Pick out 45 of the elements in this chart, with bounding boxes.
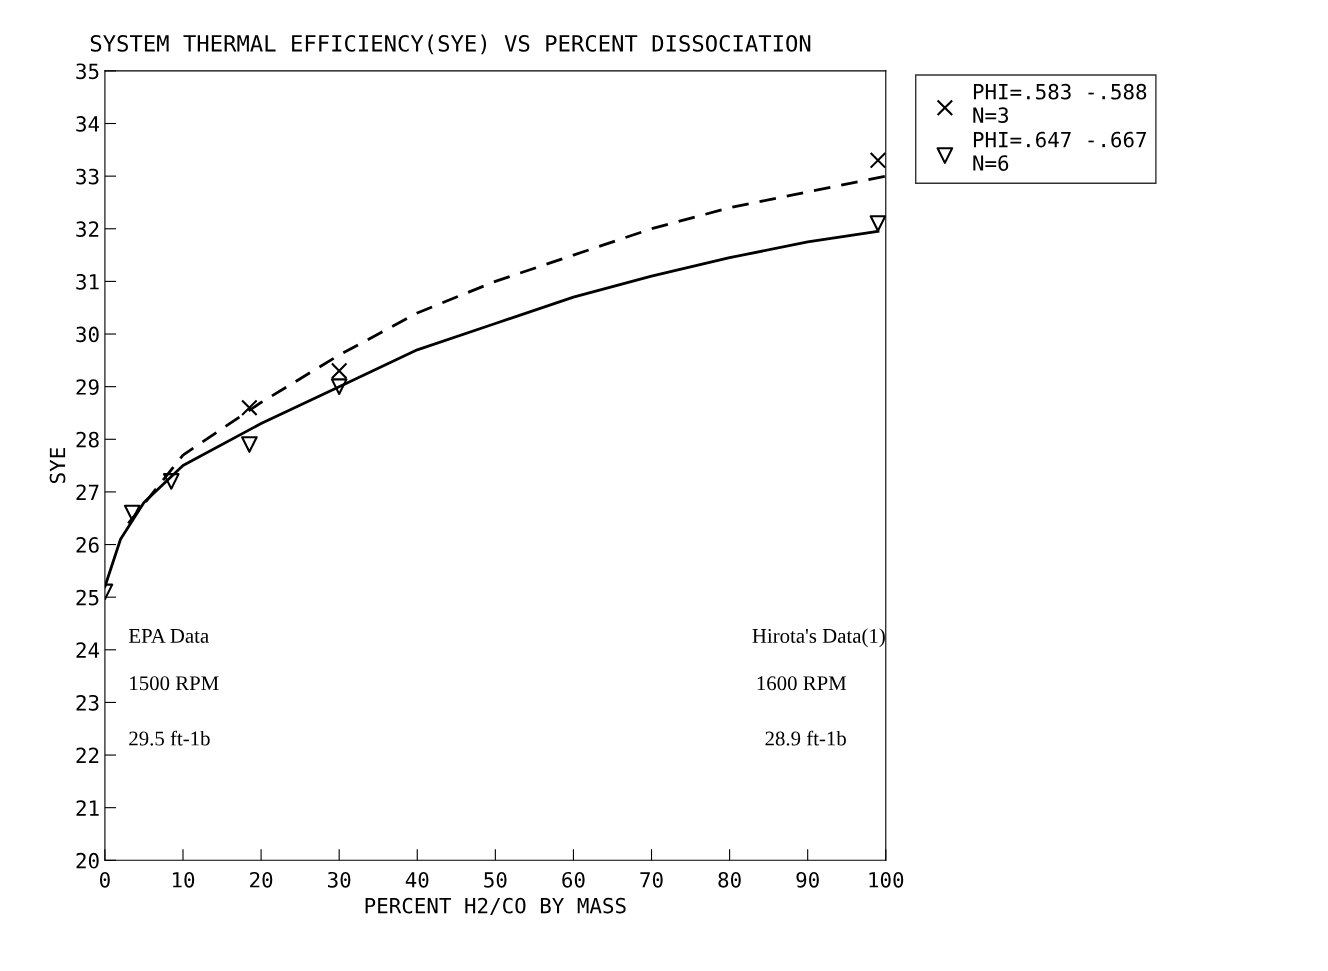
y-tick-label: 22	[76, 747, 99, 764]
point	[241, 436, 258, 453]
y-tick-label: 34	[76, 116, 100, 132]
y-tick-label: 32	[76, 221, 99, 238]
x-tick-label: 70	[640, 871, 663, 888]
y-tick-label: 35	[76, 63, 99, 80]
x-tick-label: 50	[484, 871, 507, 888]
x-tick-label: 90	[796, 871, 819, 888]
y-tick-label: 29	[76, 379, 99, 395]
y-tick-label: 30	[76, 326, 99, 343]
x-tick-label: 60	[562, 871, 585, 888]
y-tick-label: 23	[76, 694, 99, 711]
x-tick-label: 0	[100, 871, 110, 888]
x-axis-title: PERCENT H2/CO BY MASS	[365, 897, 626, 916]
point	[330, 378, 348, 395]
annotation: EPA Data	[128, 628, 209, 643]
y-tick-label: 25	[76, 589, 99, 606]
x-tick-label: 20	[250, 871, 273, 888]
y-tick-label: 26	[76, 537, 99, 553]
point	[869, 215, 886, 232]
x-tick-label: 10	[172, 871, 195, 888]
legend-label: PHI=.583 -.588 N=3	[973, 83, 1147, 124]
y-tick-label: 20	[76, 852, 99, 869]
y-tick-label: 21	[76, 800, 99, 816]
annotation: 1500 RPM	[130, 676, 219, 691]
point	[162, 473, 180, 490]
point	[330, 362, 348, 380]
legend-label: PHI=.647 -.667 N=6	[973, 131, 1146, 171]
y-axis-title: SYE	[49, 448, 66, 483]
x-tick-label: 40	[405, 871, 429, 888]
annotation: 29.5 ft-1b	[129, 730, 210, 746]
point	[869, 152, 886, 169]
point	[241, 399, 258, 417]
y-tick-label: 27	[76, 484, 99, 500]
y-tick-label: 31	[76, 273, 99, 290]
annotation: Hirota's Data(1)	[752, 628, 885, 648]
annotation: 28.9 ft-1b	[765, 730, 846, 746]
x-tick-label: 30	[328, 871, 351, 888]
x-tick-label: 80	[718, 871, 741, 888]
y-tick-label: 28	[76, 431, 99, 448]
y-tick-label: 33	[76, 168, 99, 185]
annotation: 1600 RPM	[757, 676, 847, 691]
y-tick-label: 24	[76, 642, 100, 658]
x-tick-label: 100	[869, 871, 904, 888]
chart-title: SYSTEM THERMAL EFFICIENCY(SYE) VS PERCENT DISSOCIATION	[90, 34, 811, 55]
